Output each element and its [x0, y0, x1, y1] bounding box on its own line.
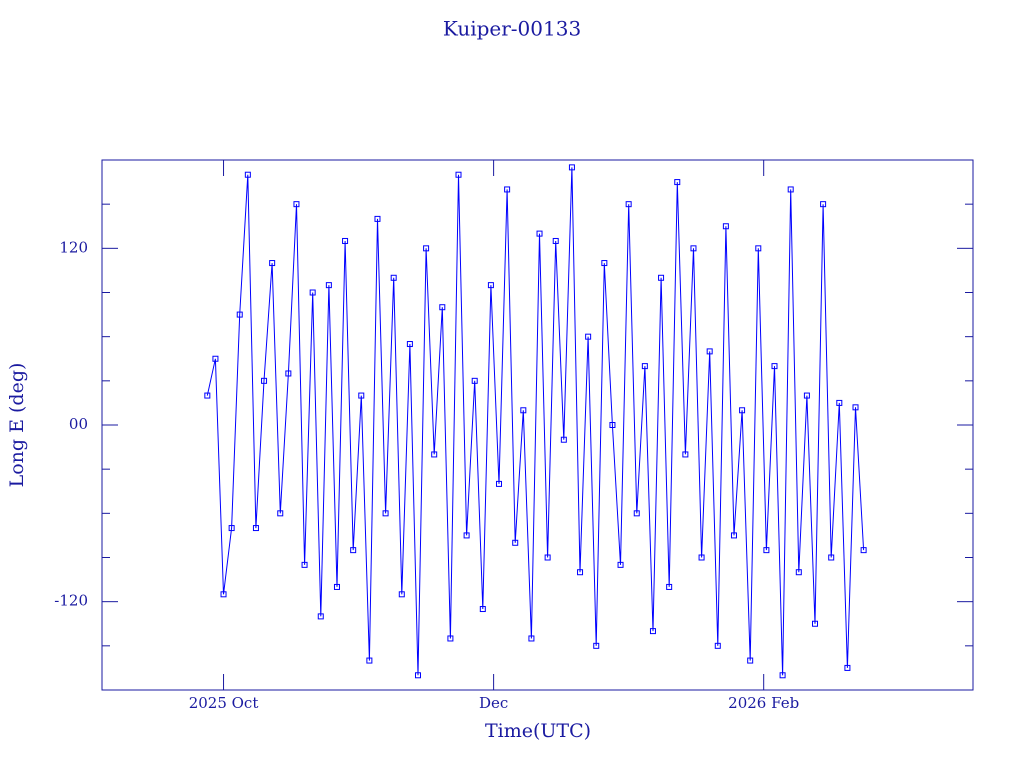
data-point [690, 245, 697, 252]
data-point [358, 392, 365, 399]
plot-frame [101, 159, 974, 691]
data-point [755, 245, 762, 252]
data-point [447, 635, 454, 642]
data-point [844, 664, 851, 671]
data-point [585, 333, 592, 340]
data-point [730, 532, 737, 539]
data-line [206, 167, 865, 676]
data-point [479, 606, 486, 613]
x-tick-label: 2026 Feb [728, 694, 799, 712]
data-point [674, 179, 681, 186]
data-point [406, 341, 413, 348]
data-point [795, 569, 802, 576]
y-axis-label: Long E (deg) [6, 363, 28, 488]
data-point [739, 407, 746, 414]
data-point [414, 672, 421, 679]
data-point [382, 510, 389, 517]
x-axis-label: Time(UTC) [485, 720, 591, 742]
data-point [625, 201, 632, 208]
data-point [779, 672, 786, 679]
data-point [487, 282, 494, 289]
data-point [852, 404, 859, 411]
data-point [658, 274, 665, 281]
data-point [601, 260, 608, 267]
data-point [455, 171, 462, 178]
data-point [536, 230, 543, 237]
data-point [244, 171, 251, 178]
data-point [504, 186, 511, 193]
data-point [301, 561, 308, 568]
y-tick-label: 120 [59, 238, 88, 256]
data-point [236, 311, 243, 318]
data-point [666, 583, 673, 590]
data-point [252, 525, 259, 532]
data-point [568, 164, 575, 171]
data-point [496, 480, 503, 487]
data-point [820, 201, 827, 208]
data-point [293, 201, 300, 208]
data-point [649, 628, 656, 635]
data-point [552, 237, 559, 244]
data-point [714, 642, 721, 649]
data-point [577, 569, 584, 576]
data-point [269, 260, 276, 267]
data-point [431, 451, 438, 458]
data-point [333, 583, 340, 590]
x-tick-label: 2025 Oct [189, 694, 259, 712]
data-point [682, 451, 689, 458]
data-point [617, 561, 624, 568]
data-point [512, 539, 519, 546]
data-point [342, 237, 349, 244]
data-point [204, 392, 211, 399]
data-point [836, 399, 843, 406]
data-point [309, 289, 316, 296]
data-point [471, 377, 478, 384]
data-point [220, 591, 227, 598]
data-point [528, 635, 535, 642]
chart-title: Kuiper-00133 [443, 17, 581, 41]
data-point [520, 407, 527, 414]
data-point [706, 348, 713, 355]
data-point [771, 363, 778, 370]
data-point [722, 223, 729, 230]
x-tick-label: Dec [479, 694, 508, 712]
data-point [787, 186, 794, 193]
data-point [261, 377, 268, 384]
data-point [325, 282, 332, 289]
data-point [212, 355, 219, 362]
data-point [398, 591, 405, 598]
data-point [747, 657, 754, 664]
data-point [803, 392, 810, 399]
data-point [544, 554, 551, 561]
data-point [609, 422, 616, 428]
data-point [633, 510, 640, 517]
data-point [317, 613, 324, 620]
data-point [439, 304, 446, 311]
data-point [285, 370, 292, 377]
data-point [350, 547, 357, 554]
data-point [366, 657, 373, 664]
y-tick-label: -120 [54, 592, 88, 610]
data-point [593, 642, 600, 649]
data-point [828, 554, 835, 561]
data-point [374, 215, 381, 222]
data-point [277, 510, 284, 517]
data-point [560, 436, 567, 443]
data-point [763, 547, 770, 554]
data-point [860, 547, 867, 554]
data-point [698, 554, 705, 561]
data-point [390, 274, 397, 281]
y-tick-label: 00 [69, 415, 88, 433]
data-point [812, 620, 819, 627]
data-point [463, 532, 470, 539]
data-point [228, 525, 235, 532]
data-point [423, 245, 430, 252]
data-point [641, 363, 648, 370]
